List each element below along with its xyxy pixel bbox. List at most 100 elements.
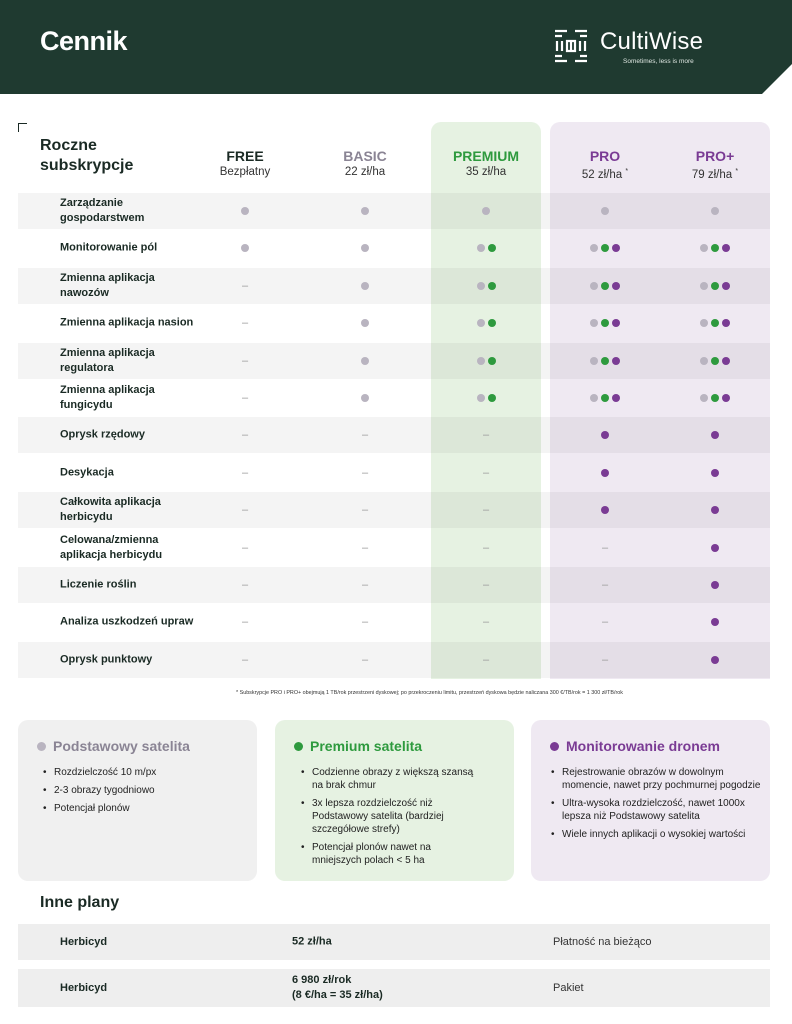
- brand: CultiWise Sometimes, less is more: [553, 25, 753, 69]
- green-dot-icon: [487, 244, 496, 253]
- not-included-dash: –: [241, 579, 249, 591]
- plan-header-premium: PREMIUM 35 zł/ha: [431, 148, 541, 180]
- other-plan-price: 6 980 zł/rok (8 €/ha = 35 zł/ha): [292, 973, 383, 1003]
- feature-cell: [660, 193, 770, 229]
- not-included-dash: –: [361, 579, 369, 591]
- not-included-dash: –: [361, 504, 369, 517]
- other-plan-type: Płatność na bieżąco: [553, 936, 652, 948]
- feature-cell: –: [431, 417, 541, 453]
- not-included-dash: –: [601, 541, 609, 554]
- page-header: Cennik CultiWise Sometimes, less is more: [0, 0, 792, 94]
- feature-label: Oprysk rzędowy: [60, 428, 145, 441]
- plan-name: PREMIUM: [452, 148, 520, 164]
- plan-price-asterisk: *: [735, 168, 739, 175]
- feature-cell: [550, 305, 660, 341]
- other-plan-row: Herbicyd 52 zł/ha Płatność na bieżąco: [18, 924, 770, 960]
- plan-header-pro-plus: PRO+ 79 zł/ha *: [660, 148, 770, 183]
- plan-name: BASIC: [343, 148, 387, 164]
- table-row: Celowana/zmienna aplikacja herbicydu – – – –: [18, 530, 770, 566]
- gray-dot-icon: [700, 319, 708, 328]
- purple-dot-icon: [722, 356, 730, 365]
- feature-cell: –: [310, 530, 420, 566]
- brand-tagline: Sometimes, less is more: [623, 58, 694, 65]
- feature-cell: –: [190, 530, 300, 566]
- table-row: Zmienna aplikacja fungicydu –: [18, 380, 770, 416]
- header-background: [0, 0, 792, 94]
- feature-cell: –: [190, 305, 300, 341]
- gray-dot-icon: [476, 244, 485, 253]
- gray-dot-icon: [476, 356, 485, 365]
- gray-dot-icon: [361, 281, 369, 290]
- card-list: Rozdzielczość 10 m/px 2-3 obrazy tygodni…: [43, 766, 244, 820]
- feature-cell: –: [310, 417, 420, 453]
- table-title-line2: subskrypcje: [40, 157, 134, 174]
- green-dot-icon: [487, 281, 496, 290]
- feature-cell: [310, 380, 420, 416]
- feature-cell: [550, 417, 660, 453]
- not-included-dash: –: [482, 504, 490, 517]
- other-plan-price-line1: 6 980 zł/rok: [292, 974, 352, 986]
- gray-dot-icon: [241, 244, 249, 253]
- feature-cell: [660, 455, 770, 491]
- premium-satellite-card: Premium satelita Codzienne obrazy z więk…: [275, 720, 514, 881]
- card-list: Rejestrowanie obrazów w dowolnym momenci…: [551, 766, 762, 846]
- feature-cell: [660, 567, 770, 603]
- feature-cell: [190, 230, 300, 266]
- feature-cell: [310, 230, 420, 266]
- feature-cell: –: [431, 642, 541, 678]
- purple-dot-icon: [612, 281, 620, 290]
- plan-price: 79 zł/ha *: [660, 164, 770, 183]
- feature-cell: –: [310, 492, 420, 528]
- not-included-dash: –: [482, 429, 490, 442]
- green-dot-icon: [711, 319, 719, 328]
- plan-price: Bezpłatny: [219, 166, 271, 178]
- card-list: Codzienne obrazy z większą szansą na bra…: [301, 766, 482, 872]
- basic-satellite-card: Podstawowy satelita Rozdzielczość 10 m/p…: [18, 720, 257, 881]
- not-included-dash: –: [482, 653, 490, 666]
- green-dot-icon: [294, 741, 303, 751]
- feature-cell: [660, 642, 770, 678]
- card-title-text: Premium satelita: [310, 738, 423, 754]
- purple-dot-icon: [711, 468, 719, 477]
- table-row: Oprysk punktowy – – – –: [18, 641, 770, 678]
- not-included-dash: –: [601, 579, 609, 591]
- feature-cell: –: [550, 604, 660, 640]
- gray-dot-icon: [361, 394, 369, 402]
- feature-cell: –: [190, 268, 300, 304]
- feature-cell: [550, 268, 660, 304]
- table-row: Zmienna aplikacja nasion –: [18, 305, 770, 341]
- feature-cell: [431, 193, 541, 229]
- not-included-dash: –: [241, 317, 249, 330]
- purple-dot-icon: [722, 281, 730, 290]
- feature-label: Celowana/zmienna aplikacja herbicydu: [60, 533, 163, 561]
- plan-price-value: 79 zł/ha: [691, 168, 733, 181]
- feature-cell: [431, 230, 541, 266]
- plan-name: PRO: [589, 148, 621, 164]
- other-plan-name: Herbicyd: [60, 982, 108, 994]
- feature-cell: [190, 193, 300, 229]
- not-included-dash: –: [361, 616, 369, 629]
- gray-dot-icon: [476, 394, 485, 402]
- purple-dot-icon: [711, 506, 719, 515]
- green-dot-icon: [601, 281, 609, 290]
- gray-dot-icon: [361, 207, 369, 215]
- feature-cell: –: [431, 530, 541, 566]
- feature-cell: [310, 193, 420, 229]
- card-title: Premium satelita: [294, 738, 422, 754]
- gray-dot-icon: [700, 281, 708, 290]
- list-item: Rejestrowanie obrazów w dowolnym momenci…: [551, 766, 762, 792]
- feature-cell: –: [310, 455, 420, 491]
- purple-dot-icon: [612, 356, 620, 365]
- purple-dot-icon: [722, 394, 730, 402]
- card-title: Podstawowy satelita: [37, 738, 190, 754]
- green-dot-icon: [711, 244, 719, 253]
- green-dot-icon: [601, 394, 609, 402]
- drone-monitoring-card: Monitorowanie dronem Rejestrowanie obraz…: [531, 720, 770, 881]
- purple-dot-icon: [711, 655, 719, 664]
- gray-dot-icon: [476, 319, 485, 328]
- purple-dot-icon: [601, 468, 609, 477]
- corner-mark: [18, 123, 27, 132]
- green-dot-icon: [601, 356, 609, 365]
- card-title: Monitorowanie dronem: [550, 738, 720, 754]
- feature-cell: –: [190, 642, 300, 678]
